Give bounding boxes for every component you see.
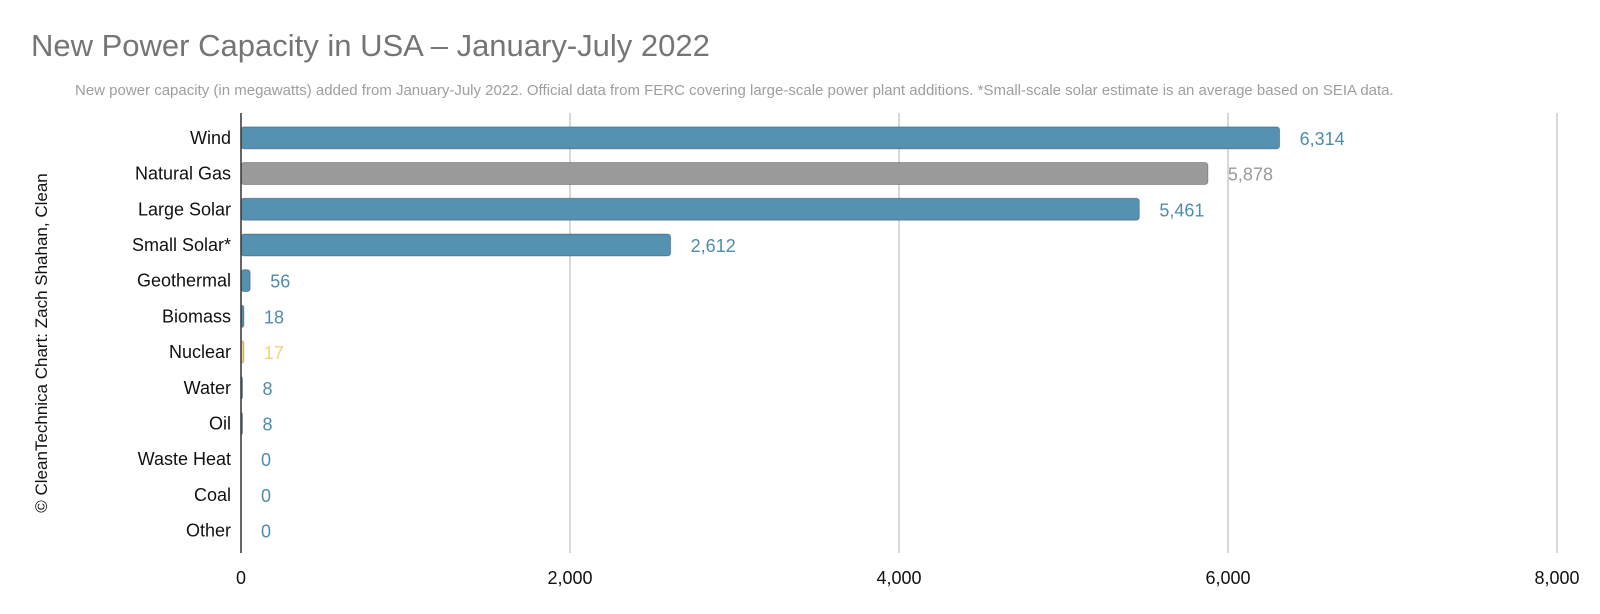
bars xyxy=(240,126,1281,435)
value-label-nuclear: 17 xyxy=(264,343,284,363)
x-tick-2000: 2,000 xyxy=(547,568,592,588)
grid-lines xyxy=(569,113,1558,553)
x-tick-8000: 8,000 xyxy=(1534,568,1579,588)
x-tick-6000: 6,000 xyxy=(1205,568,1250,588)
x-tick-labels: 0 2,000 4,000 6,000 8,000 xyxy=(236,568,1580,588)
category-labels: Wind Natural Gas Large Solar Small Solar* Ge… xyxy=(132,128,231,541)
value-label-small-solar: 2,612 xyxy=(691,236,736,256)
value-label-natural-gas: 5,878 xyxy=(1228,165,1273,185)
value-label-oil: 8 xyxy=(263,414,273,434)
value-label-coal: 0 xyxy=(261,486,271,506)
category-label-oil: Oil xyxy=(209,413,231,433)
value-labels: 6,314 5,878 5,461 2,612 56 18 17 8 8 0 0 0 xyxy=(261,129,1345,542)
value-label-biomass: 18 xyxy=(264,307,284,327)
value-label-wind: 6,314 xyxy=(1300,129,1345,149)
category-label-small-solar: Small Solar* xyxy=(132,235,231,255)
value-label-large-solar: 5,461 xyxy=(1159,200,1204,220)
category-label-water: Water xyxy=(184,378,231,398)
bar-small-solar xyxy=(240,233,672,257)
category-label-wind: Wind xyxy=(190,128,231,148)
category-label-geothermal: Geothermal xyxy=(137,271,231,291)
category-label-other: Other xyxy=(186,521,231,541)
bar-large-solar xyxy=(240,197,1140,221)
category-label-waste-heat: Waste Heat xyxy=(138,449,231,469)
value-label-geothermal: 56 xyxy=(270,272,290,292)
chart-title: New Power Capacity in USA – January-July… xyxy=(31,28,710,63)
value-label-other: 0 xyxy=(261,522,271,542)
category-label-coal: Coal xyxy=(194,485,231,505)
category-label-natural-gas: Natural Gas xyxy=(135,164,231,184)
bar-wind xyxy=(240,126,1281,150)
bar-geothermal xyxy=(240,269,251,293)
bar-natural-gas xyxy=(240,162,1209,186)
category-label-nuclear: Nuclear xyxy=(169,342,231,362)
x-tick-0: 0 xyxy=(236,568,246,588)
category-label-biomass: Biomass xyxy=(162,306,231,326)
category-label-large-solar: Large Solar xyxy=(138,199,231,219)
value-label-water: 8 xyxy=(263,379,273,399)
chart-subtitle: New power capacity (in megawatts) added … xyxy=(75,82,1394,99)
value-label-waste-heat: 0 xyxy=(261,450,271,470)
x-tick-4000: 4,000 xyxy=(876,568,921,588)
